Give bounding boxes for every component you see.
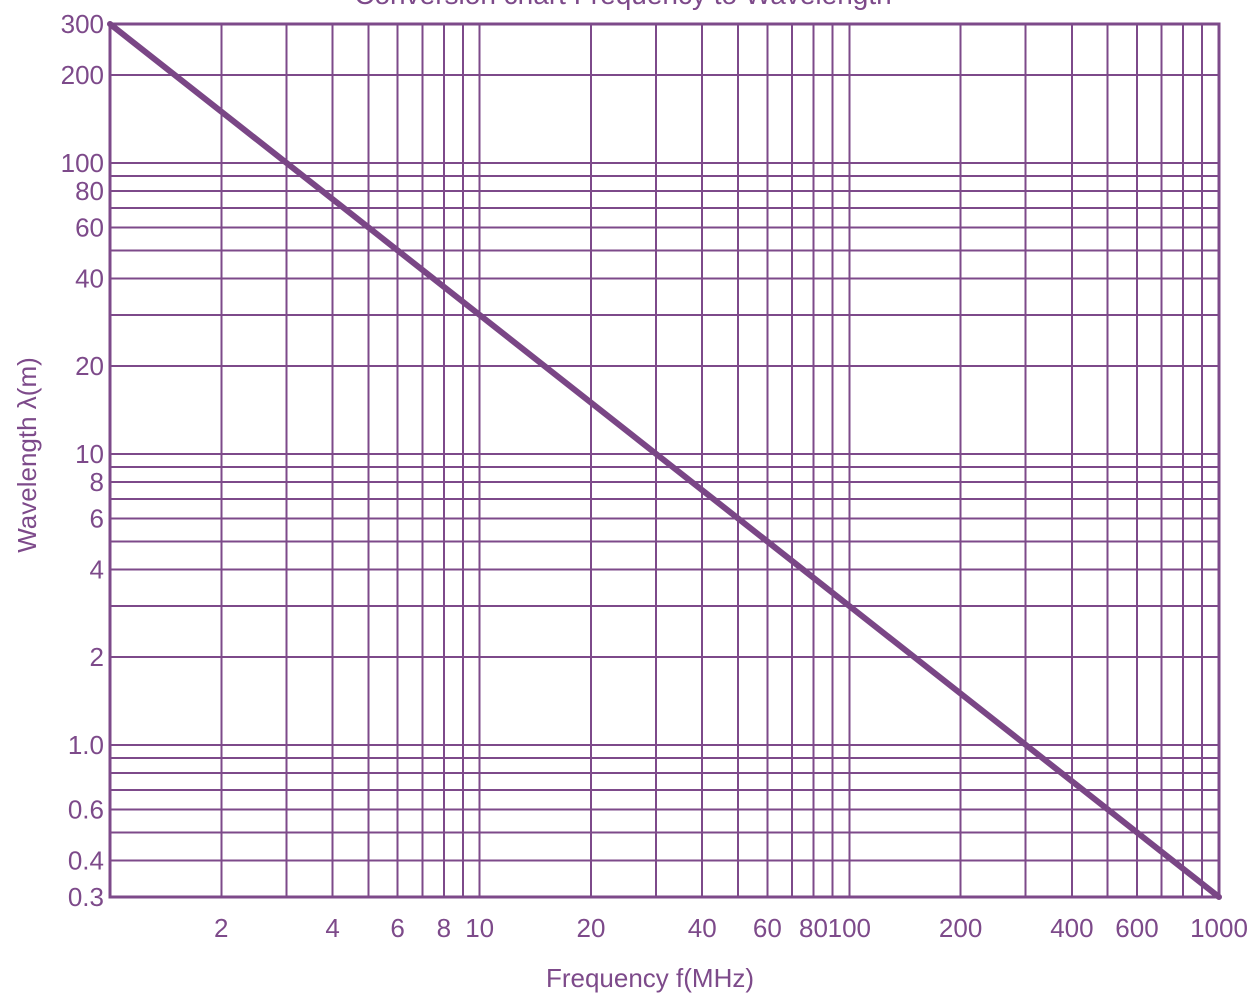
x-tick-label: 100 — [828, 913, 871, 943]
x-tick-label: 600 — [1115, 913, 1158, 943]
y-tick-label: 1.0 — [68, 730, 104, 760]
x-tick-label: 400 — [1050, 913, 1093, 943]
x-tick-label: 1000 — [1190, 913, 1248, 943]
y-tick-label: 20 — [75, 351, 104, 381]
y-tick-label: 0.6 — [68, 794, 104, 824]
x-tick-label: 60 — [753, 913, 782, 943]
y-tick-label: 10 — [75, 439, 104, 469]
y-tick-label: 2 — [90, 642, 104, 672]
y-tick-label: 4 — [90, 555, 104, 585]
x-tick-label: 40 — [688, 913, 717, 943]
series-lines — [107, 21, 1222, 900]
y-tick-label: 80 — [75, 176, 104, 206]
x-tick-label: 20 — [576, 913, 605, 943]
y-tick-label: 60 — [75, 212, 104, 242]
y-tick-label: 40 — [75, 264, 104, 294]
y-tick-label: 8 — [90, 467, 104, 497]
plot-frame — [108, 22, 1221, 899]
x-axis-tick-labels: 2 4 6 8 10 20 40 60 80 100 200 400 600 1000 — [214, 913, 1248, 943]
chart-title: Conversion chart Frequency to Wavelength — [354, 0, 891, 10]
y-tick-label: 100 — [61, 148, 104, 178]
wavelength-series-line — [107, 21, 1222, 900]
x-tick-label: 4 — [325, 913, 339, 943]
x-axis-title: Frequency f(MHz) — [546, 963, 754, 993]
x-tick-label: 200 — [939, 913, 982, 943]
x-tick-label: 10 — [465, 913, 494, 943]
x-tick-label: 2 — [214, 913, 228, 943]
grid-lines — [110, 24, 1219, 897]
x-tick-label: 8 — [437, 913, 451, 943]
x-tick-label: 6 — [390, 913, 404, 943]
y-tick-label: 200 — [61, 60, 104, 90]
y-axis-title: Wavelength λ(m) — [12, 357, 42, 553]
x-tick-label: 80 — [799, 913, 828, 943]
y-tick-label: 0.3 — [68, 882, 104, 912]
y-tick-label: 6 — [90, 503, 104, 533]
y-tick-label: 300 — [61, 9, 104, 39]
y-tick-label: 0.4 — [68, 846, 104, 876]
